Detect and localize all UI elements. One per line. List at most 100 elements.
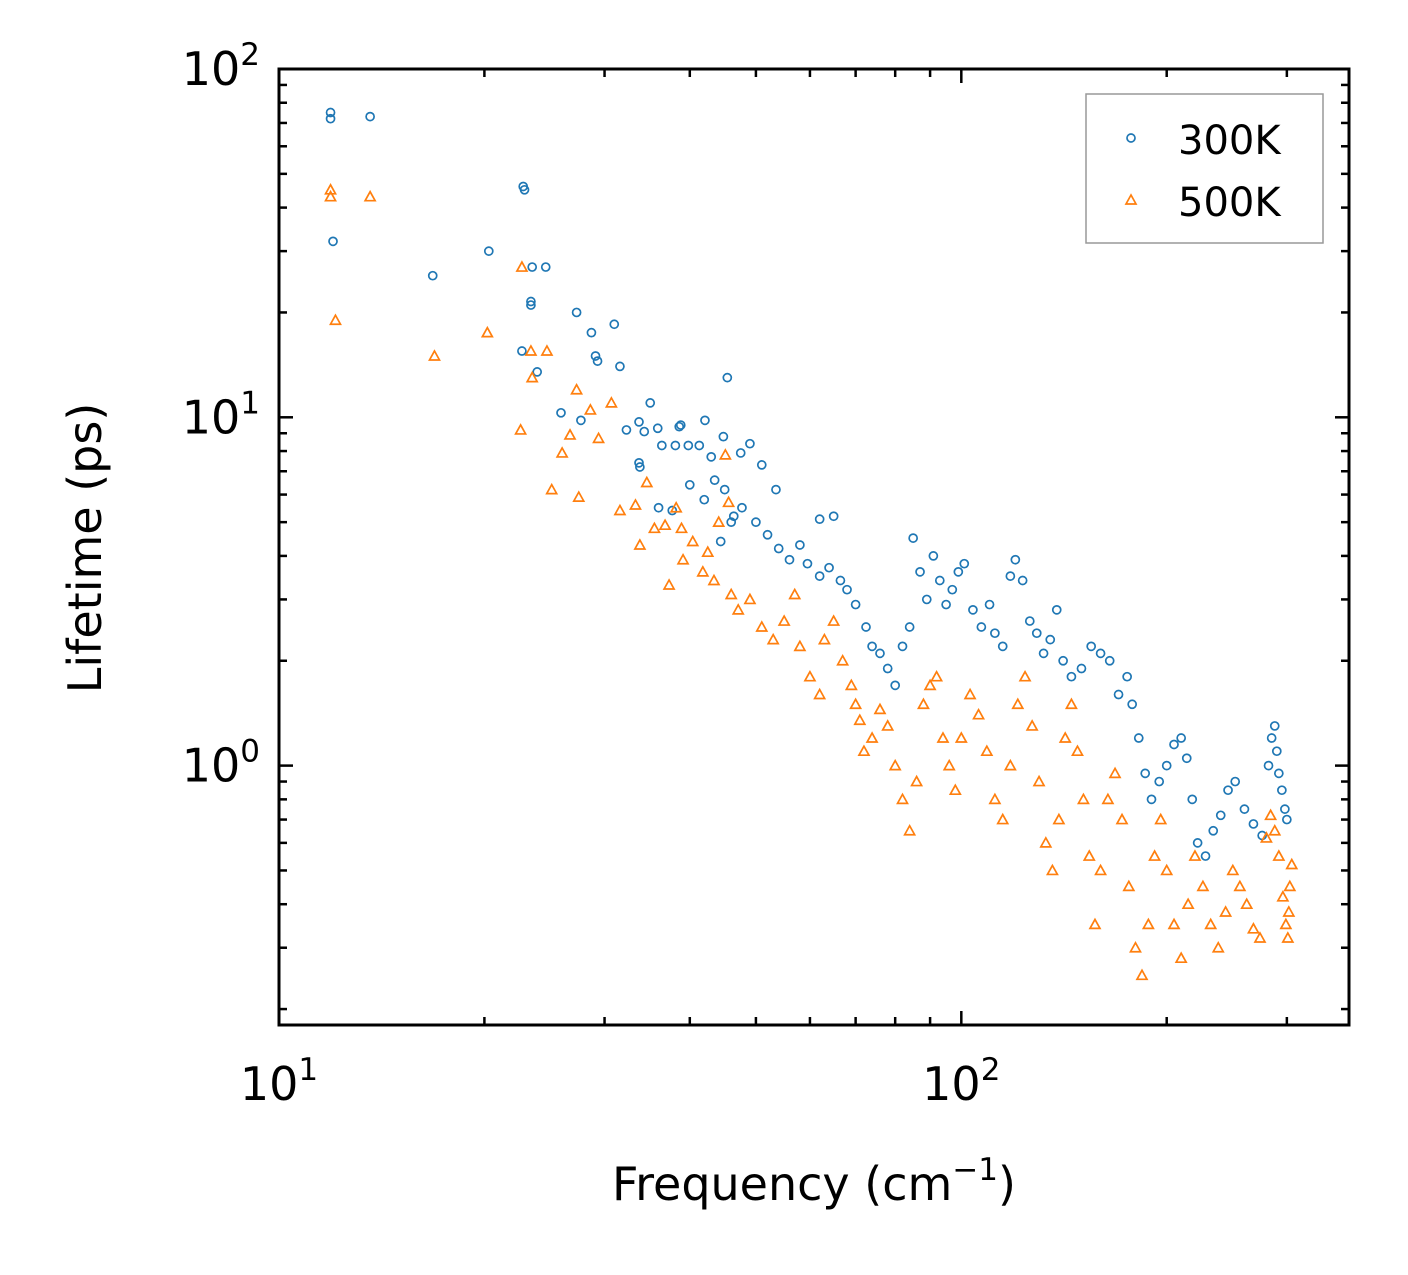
legend: 300K 500K [1085,93,1324,244]
data-point-300K [590,351,601,361]
data-point-500K [572,490,586,502]
data-point-300K [728,511,739,522]
data-point-500K [1135,968,1149,981]
data-point-500K [1219,905,1233,917]
data-point-500K [640,475,654,488]
legend-marker-500K [1124,193,1138,205]
data-point-500K [1226,863,1240,876]
data-point-500K [766,632,780,645]
data-point-300K [694,440,705,451]
data-point-500K [545,482,559,495]
data-point-500K [480,325,494,338]
data-point-500K [1174,951,1188,964]
data-point-500K [1268,824,1282,836]
data-point-500K [793,639,807,652]
data-point-500K [1160,863,1174,876]
data-point-500K [903,824,917,836]
data-point-300K [1113,689,1124,700]
data-point-300K [1095,648,1106,659]
series-300K [325,107,1292,861]
data-point-300K [1263,760,1274,771]
data-point-500K [1167,917,1181,930]
data-point-500K [613,503,627,516]
data-point-300K [861,622,871,632]
data-point-300K [835,575,846,586]
data-point-500K [1285,857,1299,870]
data-point-300K [842,584,852,595]
x-axis-label: Frequency (cm−1) [612,1152,1016,1211]
data-point-300K [828,511,839,522]
data-point-300K [526,300,536,310]
legend-frame [1085,93,1324,244]
data-point-500K [1115,812,1129,825]
data-point-300K [1154,776,1165,787]
svg-text:Frequency (cm−1): Frequency (cm−1) [612,1152,1016,1211]
data-point-500K [916,697,930,710]
data-point-300K [1140,768,1151,779]
data-point-300K [1192,838,1203,848]
data-point-300K [586,327,597,338]
data-point-500K [865,731,879,743]
data-point-300K [483,246,494,256]
data-point-500K [525,370,539,383]
data-point-500K [1282,905,1296,917]
data-point-500K [873,702,887,715]
data-point-500K [844,678,858,691]
data-point-500K [930,669,944,682]
data-point-500K [1071,744,1084,757]
data-point-300K [824,562,834,573]
data-point-300K [699,494,710,505]
data-point-300K [990,628,1000,639]
data-point-500K [972,707,986,720]
data-point-500K [1253,931,1267,943]
data-point-500K [857,744,871,757]
data-point-300K [1104,655,1115,666]
data-point-300K [556,407,566,418]
data-point-500K [712,515,726,528]
x-tick-label: 101 [240,1052,318,1111]
data-point-500K [647,521,661,534]
data-point-300K [1273,768,1284,779]
data-point-300K [670,440,681,451]
data-point-500K [996,812,1010,825]
data-point-300K [592,356,603,366]
data-point-300K [1230,776,1241,787]
data-point-500K [1011,697,1025,710]
data-point-300K [325,107,336,118]
data-point-300K [1169,739,1179,750]
data-point-300K [1024,616,1035,626]
data-point-500K [428,349,441,361]
data-point-500K [696,565,710,577]
data-point-500K [676,552,690,565]
legend-marker-300K [1126,133,1136,143]
legend-label-500K: 500K [1178,180,1282,226]
legend-entry-500K: 500K [1124,180,1282,226]
data-point-500K [1283,879,1297,892]
data-point-500K [803,669,817,682]
data-point-500K [718,448,732,460]
data-point-500K [1088,917,1102,930]
data-point-500K [675,521,688,534]
data-point-300K [1122,671,1132,682]
y-tick-label: 102 [182,37,260,96]
data-point-500K [1264,808,1278,821]
data-point-300K [634,458,644,468]
data-point-500K [923,678,937,691]
data-point-500K [1076,792,1090,805]
data-point-300K [908,533,919,543]
data-point-500K [363,189,377,202]
data-point-300K [1127,699,1138,710]
data-point-500K [1204,917,1218,930]
data-point-500K [662,578,676,590]
data-point-500K [1276,890,1290,902]
data-point-500K [555,446,569,458]
data-point-500K [853,713,867,726]
data-point-300K [722,372,733,383]
data-point-500K [1148,849,1162,861]
data-point-300K [726,517,737,528]
data-point-500K [629,498,642,510]
data-point-300K [934,575,945,586]
data-point-300K [1066,671,1077,682]
data-point-500K [701,545,715,558]
data-point-300K [1031,628,1042,639]
